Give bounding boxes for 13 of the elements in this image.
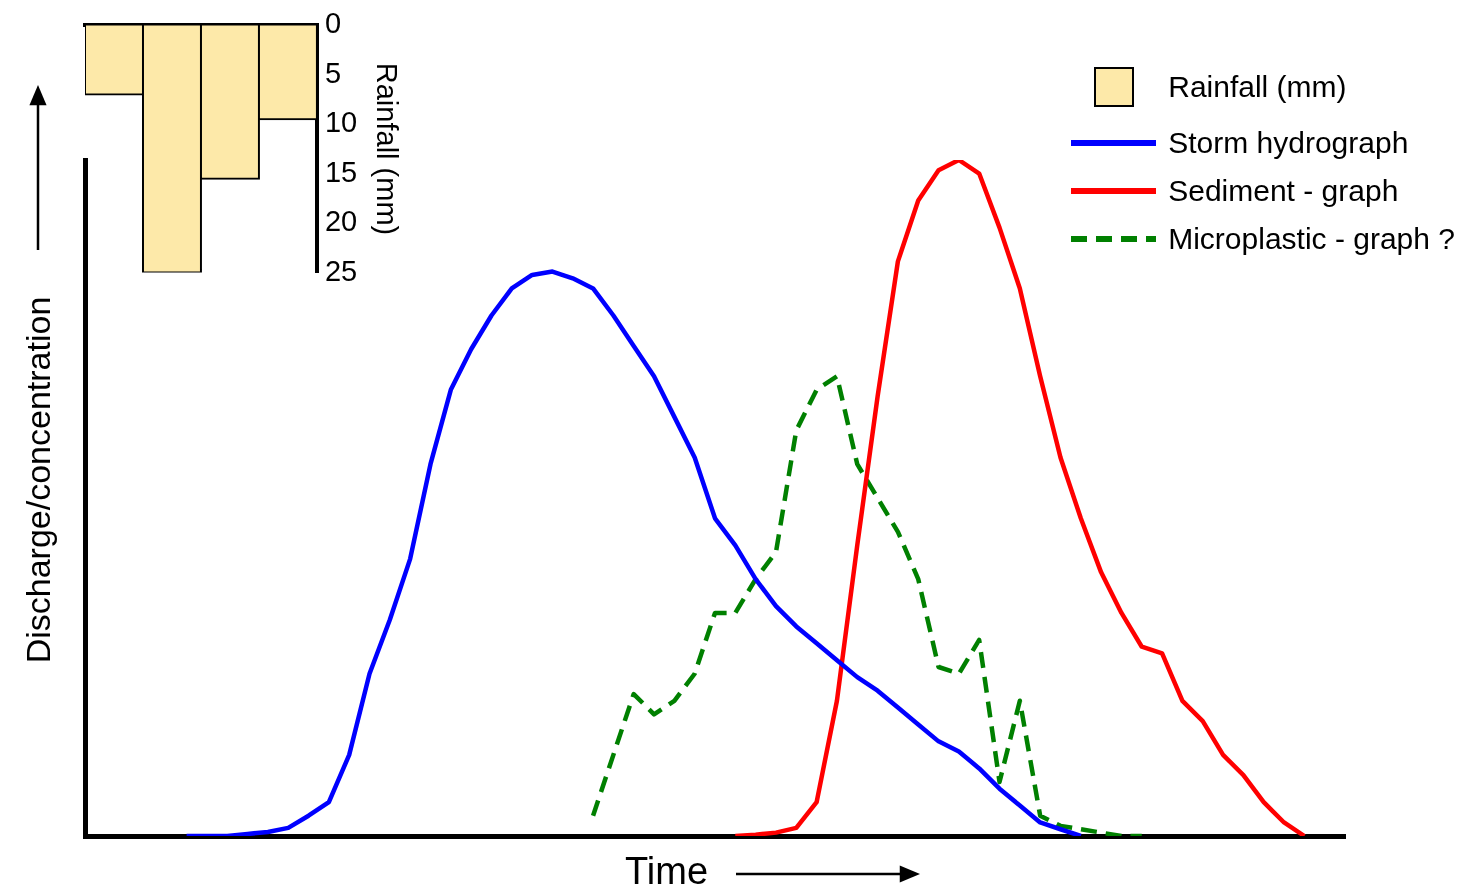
- y-tick-label: 25: [324, 254, 358, 287]
- y-tick-label: 5: [324, 56, 342, 89]
- x-axis-title: Time: [625, 850, 709, 893]
- y-tick-label: 10: [324, 106, 358, 139]
- legend-label: Microplastic - graph ?: [1168, 222, 1455, 256]
- y-axis-title: Rainfall (mm): [370, 62, 403, 236]
- text: Rainfall (mm): [1168, 70, 1347, 104]
- legend-label: Storm hydrograph: [1168, 126, 1409, 160]
- y-axis-title: Discharge/concentration: [18, 296, 58, 664]
- legend-label: Sediment - graph: [1168, 174, 1399, 208]
- y-tick-label: 0: [324, 7, 342, 40]
- y-tick-label: 20: [324, 205, 358, 238]
- y-tick-label: 15: [324, 155, 358, 188]
